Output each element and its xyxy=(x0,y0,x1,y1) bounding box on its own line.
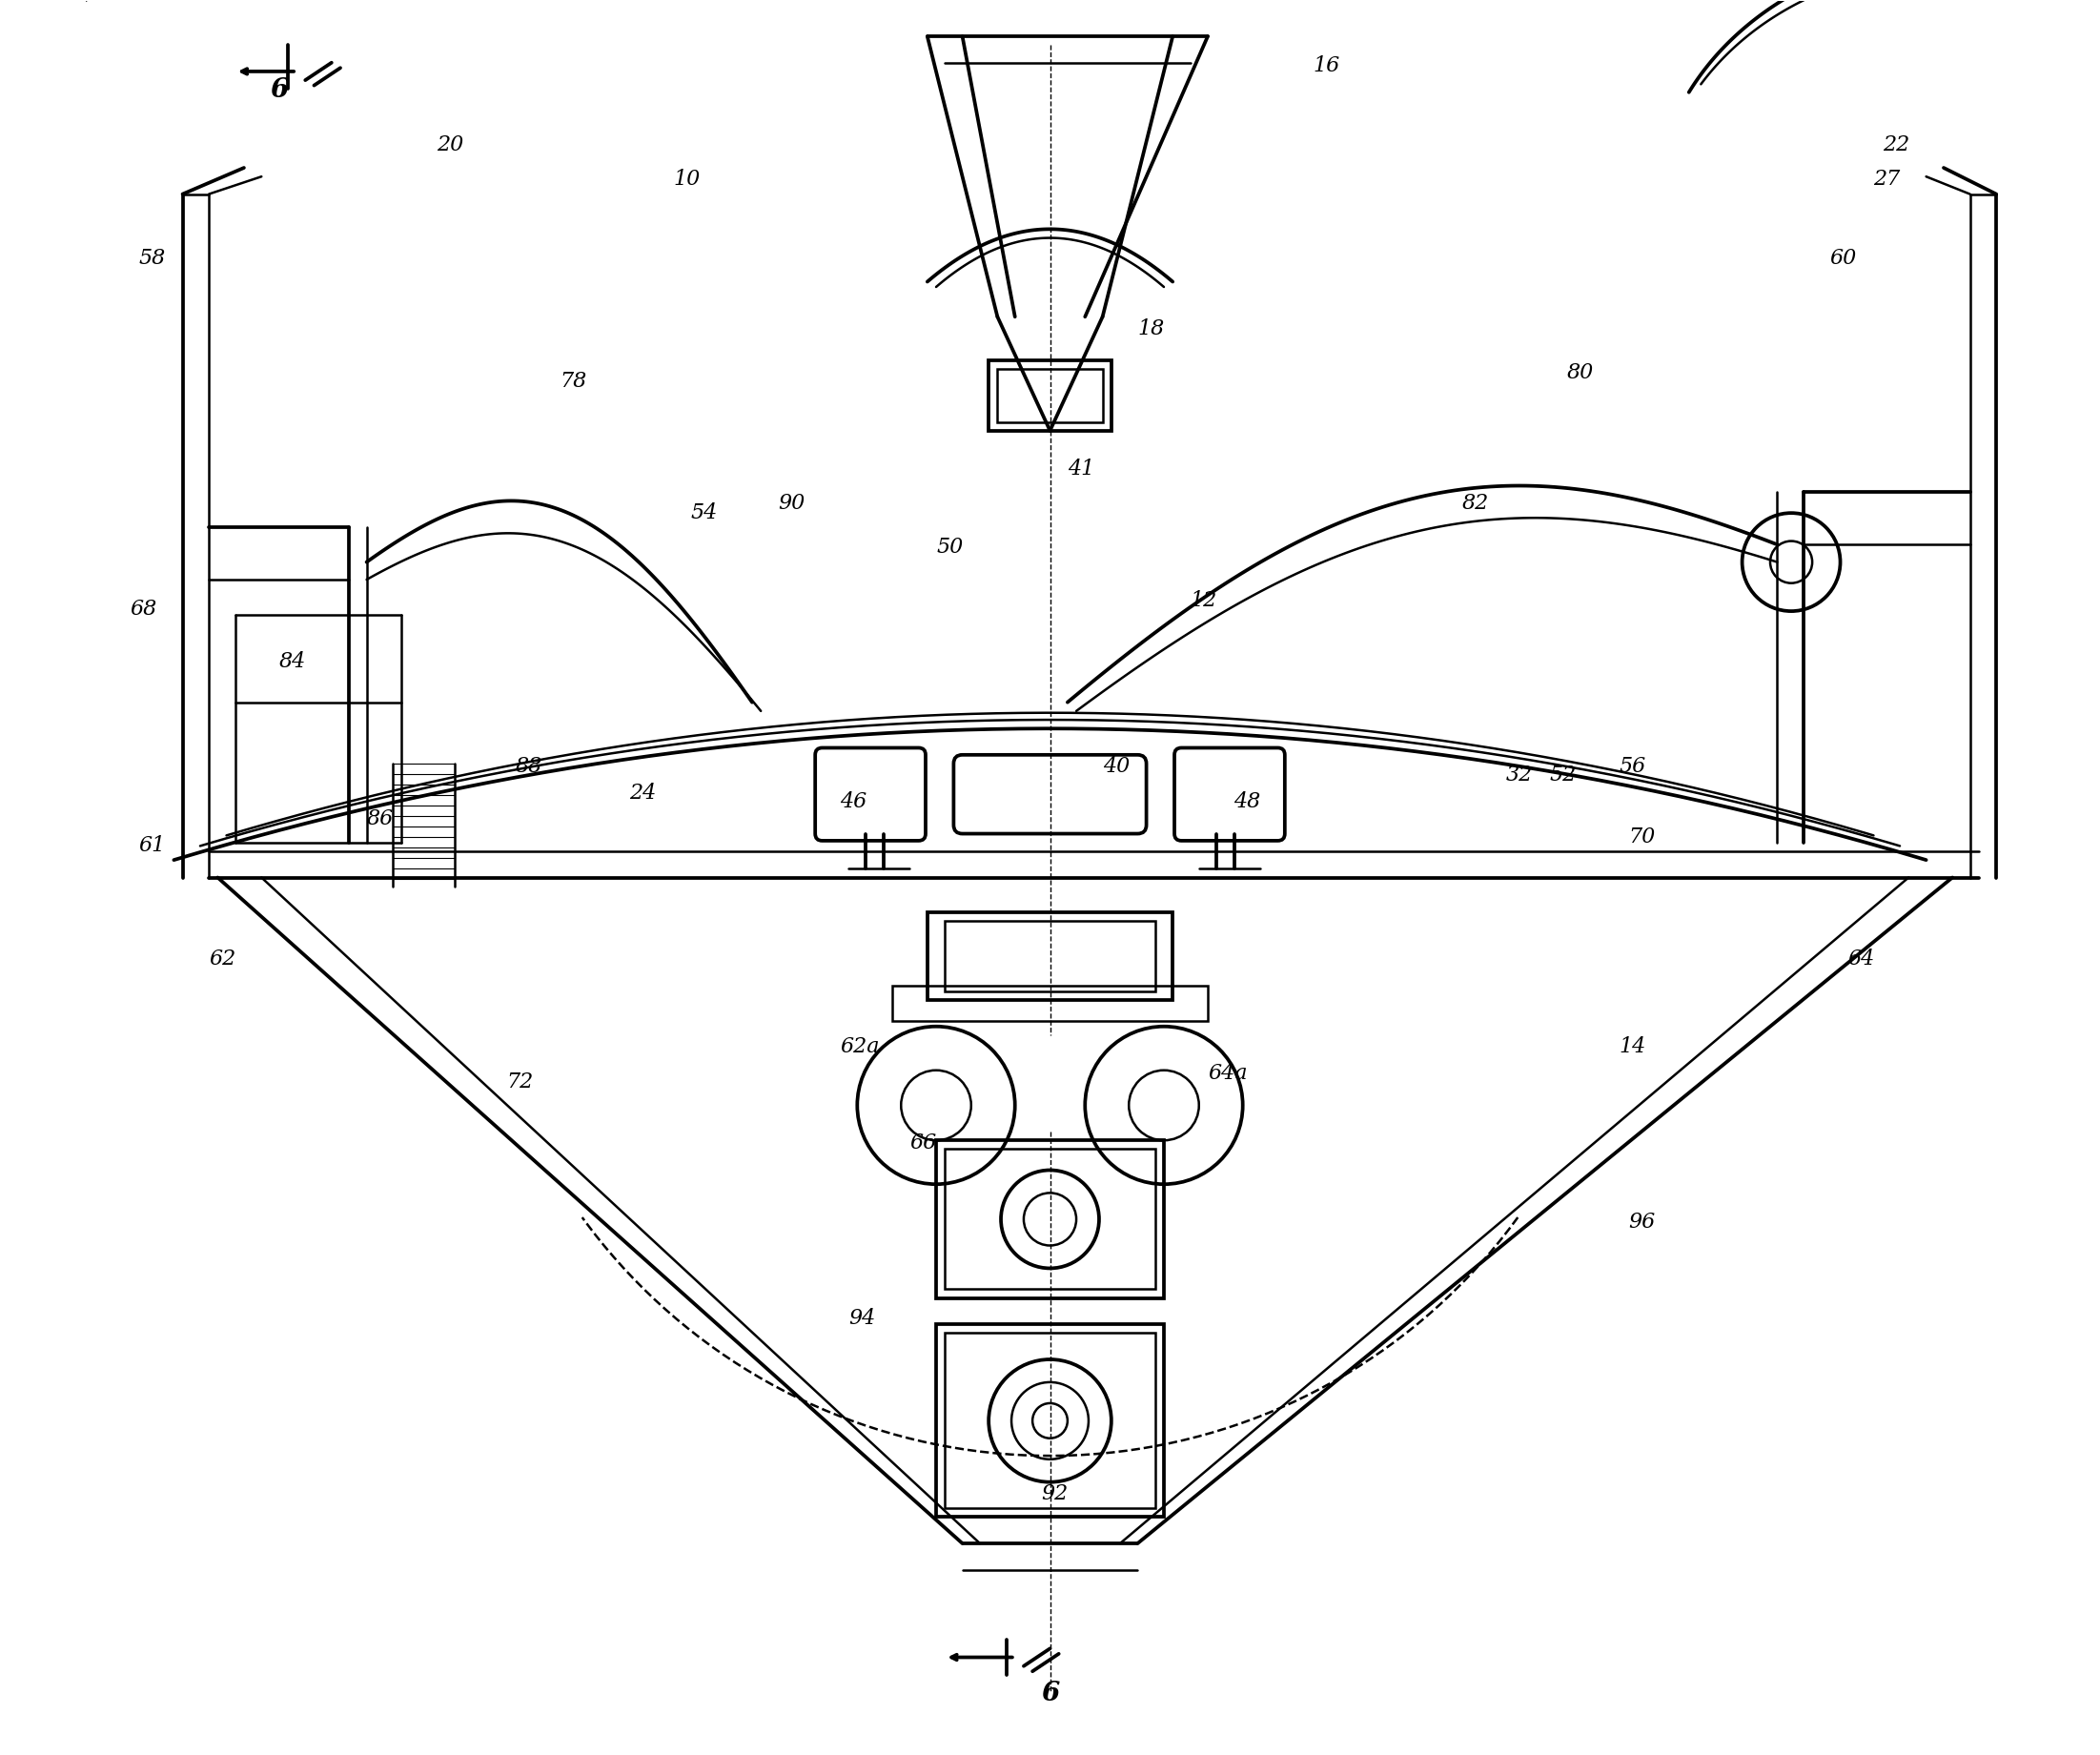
Text: 72: 72 xyxy=(506,1072,533,1093)
Text: 54: 54 xyxy=(691,502,718,523)
Text: 56: 56 xyxy=(1619,756,1646,777)
Text: 20: 20 xyxy=(437,133,464,154)
Text: 64a: 64a xyxy=(1208,1064,1247,1085)
Text: 96: 96 xyxy=(1628,1211,1655,1232)
Bar xyxy=(998,369,1102,421)
Text: 90: 90 xyxy=(779,493,804,514)
Bar xyxy=(945,1150,1155,1290)
Text: 64: 64 xyxy=(1848,949,1873,971)
Text: 80: 80 xyxy=(1567,362,1594,383)
Text: 94: 94 xyxy=(848,1307,876,1329)
Text: 32: 32 xyxy=(1506,765,1533,786)
Bar xyxy=(928,913,1172,1000)
Text: 10: 10 xyxy=(674,168,699,190)
Text: 18: 18 xyxy=(1138,318,1166,339)
Text: 62: 62 xyxy=(208,949,235,971)
Text: 27: 27 xyxy=(1873,168,1901,190)
Text: 6: 6 xyxy=(1042,1681,1058,1708)
Text: 16: 16 xyxy=(1312,54,1340,75)
Text: 70: 70 xyxy=(1628,827,1655,848)
Text: 46: 46 xyxy=(840,792,867,813)
Text: 61: 61 xyxy=(139,835,166,856)
Text: 14: 14 xyxy=(1619,1037,1646,1058)
Text: 6: 6 xyxy=(271,77,288,104)
Bar xyxy=(937,1141,1163,1299)
Text: 40: 40 xyxy=(1102,756,1130,777)
Text: 41: 41 xyxy=(1067,458,1094,479)
Text: 78: 78 xyxy=(559,370,586,391)
Bar xyxy=(945,921,1155,992)
Text: 62a: 62a xyxy=(840,1037,880,1058)
Text: 22: 22 xyxy=(1882,133,1909,154)
Text: 68: 68 xyxy=(130,598,158,620)
Bar xyxy=(892,986,1208,1021)
Text: 88: 88 xyxy=(517,756,542,777)
Text: 48: 48 xyxy=(1235,792,1260,813)
Text: 24: 24 xyxy=(630,783,657,804)
Text: 50: 50 xyxy=(937,537,964,558)
Text: 58: 58 xyxy=(139,247,166,269)
Text: 12: 12 xyxy=(1191,590,1218,611)
Text: 92: 92 xyxy=(1042,1483,1069,1504)
Text: 66: 66 xyxy=(909,1134,937,1153)
Text: 84: 84 xyxy=(279,651,307,672)
Bar xyxy=(989,360,1111,430)
Text: 52: 52 xyxy=(1550,765,1577,786)
Text: 86: 86 xyxy=(368,809,393,830)
Text: 60: 60 xyxy=(1829,247,1856,269)
Text: 82: 82 xyxy=(1462,493,1489,514)
Bar xyxy=(937,1325,1163,1516)
Bar xyxy=(945,1334,1155,1508)
